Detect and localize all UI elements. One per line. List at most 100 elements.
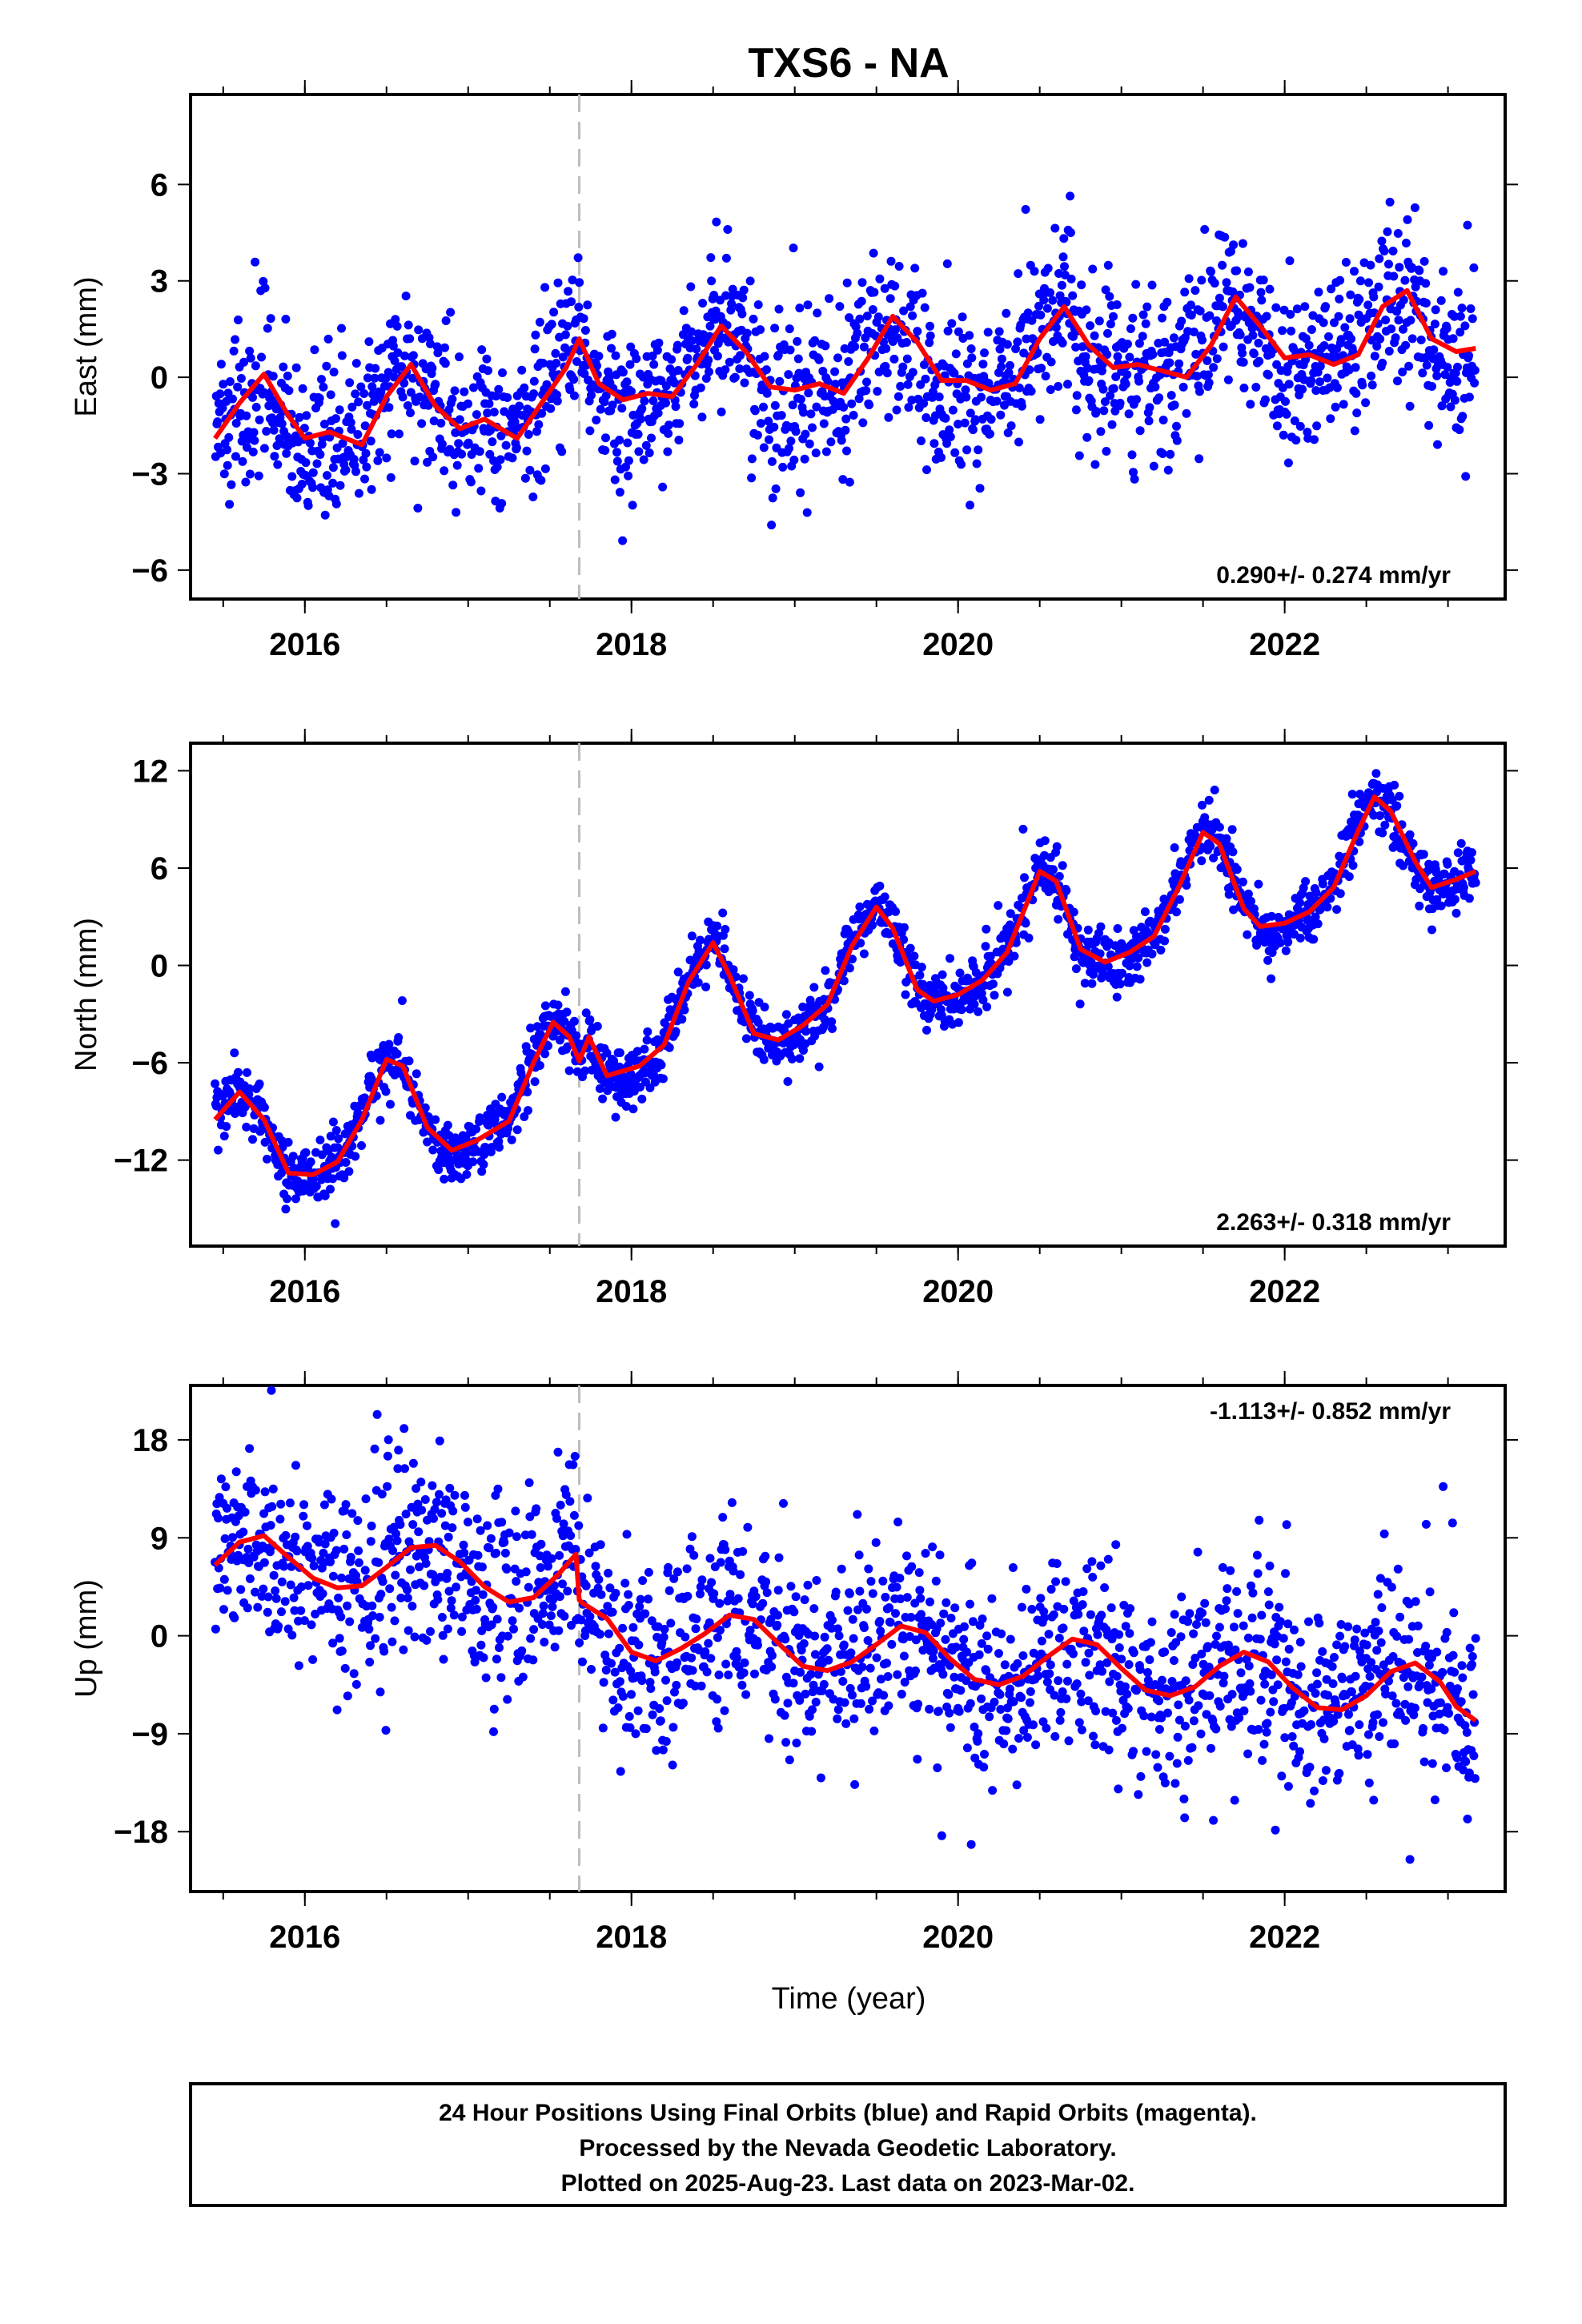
data-point	[1078, 1587, 1088, 1596]
data-point	[1082, 1564, 1092, 1574]
data-point	[853, 328, 862, 338]
data-point	[796, 488, 805, 497]
data-point	[982, 1666, 991, 1675]
data-point	[561, 1490, 571, 1499]
data-point	[334, 1134, 343, 1144]
data-point	[865, 1663, 875, 1673]
data-point	[317, 375, 326, 384]
data-point	[1083, 1696, 1093, 1706]
data-point	[1182, 881, 1191, 890]
data-point	[529, 376, 539, 386]
data-point	[1013, 337, 1022, 347]
data-point	[262, 427, 271, 436]
data-point	[1074, 1718, 1084, 1727]
data-point	[645, 1678, 655, 1687]
data-point	[1058, 252, 1068, 262]
data-point	[712, 217, 721, 227]
data-point	[1355, 837, 1364, 846]
data-point	[1323, 373, 1332, 383]
data-point	[808, 423, 817, 432]
data-point	[1350, 267, 1359, 276]
data-point	[351, 1152, 360, 1161]
data-point	[354, 1558, 363, 1567]
data-point	[615, 1677, 624, 1687]
data-point	[613, 1703, 623, 1712]
data-point	[841, 414, 851, 424]
data-point	[426, 339, 435, 348]
data-point	[1460, 321, 1470, 331]
x-tick-label: 2022	[1249, 627, 1320, 662]
data-point	[862, 1604, 871, 1614]
data-point	[620, 1578, 630, 1588]
data-point	[1203, 370, 1213, 380]
data-point	[219, 1574, 229, 1584]
data-point	[1464, 392, 1474, 402]
data-point	[743, 1522, 753, 1532]
data-point	[1267, 974, 1276, 983]
data-point	[960, 418, 970, 428]
data-point	[554, 1626, 564, 1635]
data-point	[828, 1024, 837, 1033]
data-point	[765, 1734, 773, 1743]
data-point	[231, 335, 240, 344]
data-point	[331, 499, 341, 509]
data-point	[1026, 1698, 1034, 1707]
data-point	[1427, 382, 1436, 391]
data-point	[336, 1612, 346, 1622]
data-point	[607, 329, 616, 339]
data-point	[455, 352, 464, 362]
data-point	[268, 372, 278, 381]
data-point	[908, 368, 917, 377]
data-point	[974, 1729, 983, 1739]
data-point	[493, 1484, 503, 1494]
data-point	[732, 1647, 741, 1656]
data-point	[1318, 879, 1327, 889]
data-point	[219, 380, 228, 389]
data-point	[670, 378, 679, 388]
data-point	[1446, 402, 1456, 412]
data-point	[911, 1635, 921, 1645]
data-point	[965, 331, 974, 340]
data-point	[275, 1514, 285, 1524]
data-point	[916, 380, 926, 389]
data-point	[443, 1624, 452, 1634]
data-point	[1212, 316, 1221, 325]
data-point	[1464, 351, 1474, 360]
data-point	[559, 1519, 568, 1529]
data-point	[750, 406, 760, 416]
data-point	[362, 462, 371, 472]
data-point	[787, 1054, 797, 1063]
data-point	[1130, 474, 1139, 484]
data-point	[970, 999, 979, 1009]
data-point	[786, 1582, 796, 1591]
data-point	[587, 1665, 596, 1674]
data-point	[1158, 449, 1167, 458]
data-point	[1278, 326, 1287, 336]
data-point	[770, 1695, 780, 1704]
data-point	[673, 366, 683, 375]
data-point	[347, 402, 357, 412]
data-point	[431, 1115, 440, 1124]
data-point	[880, 283, 889, 293]
data-point	[592, 1022, 602, 1031]
data-point	[386, 472, 396, 482]
data-point	[328, 1174, 338, 1184]
data-point	[236, 1585, 246, 1594]
data-point	[552, 1514, 561, 1523]
data-point	[1300, 302, 1310, 312]
data-point	[532, 1504, 541, 1514]
data-point	[1071, 343, 1081, 352]
plot-frame	[189, 93, 1507, 601]
data-point	[1295, 933, 1305, 943]
data-point	[518, 411, 527, 420]
data-point	[287, 1630, 297, 1640]
data-point	[841, 425, 850, 435]
data-point	[896, 381, 905, 391]
data-point	[500, 1548, 510, 1558]
data-point	[408, 351, 418, 360]
data-point	[1281, 946, 1291, 955]
data-point	[521, 1567, 531, 1577]
data-point	[435, 1490, 444, 1499]
data-point	[483, 1521, 492, 1530]
data-point	[648, 1710, 657, 1719]
